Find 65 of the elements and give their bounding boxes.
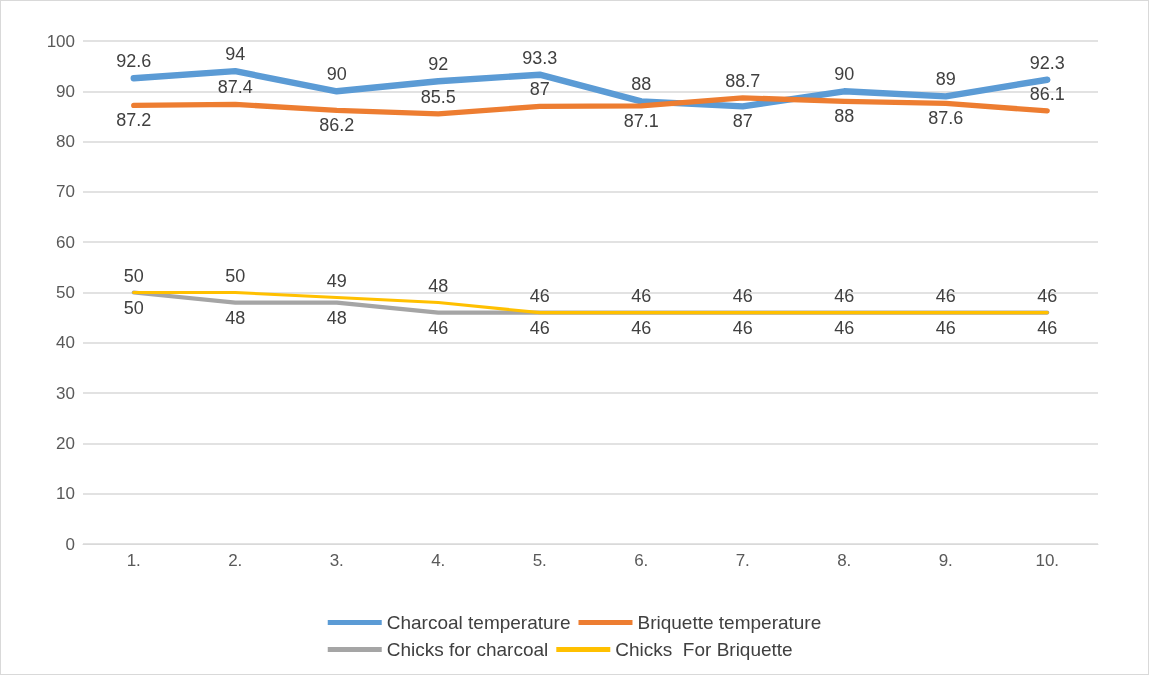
- x-tick-label: 9.: [938, 551, 953, 570]
- data-label: 46: [935, 285, 956, 306]
- data-label: 89: [935, 69, 956, 90]
- data-label: 88: [834, 106, 855, 127]
- data-label: 46: [834, 317, 855, 338]
- data-label: 88.7: [725, 70, 761, 91]
- data-label: 87: [732, 111, 753, 132]
- data-label: 46: [428, 317, 449, 338]
- y-tick-label: 10: [56, 484, 75, 504]
- y-tick-label: 40: [56, 333, 75, 353]
- legend-label: Chicks For Briquette: [615, 639, 793, 660]
- data-label: 87.1: [623, 110, 659, 131]
- x-tick-label: 6.: [634, 551, 649, 570]
- x-tick-label: 4.: [431, 551, 446, 570]
- data-label: 50: [123, 297, 144, 318]
- data-label: 46: [529, 285, 550, 306]
- data-label: 94: [225, 44, 246, 65]
- y-tick-label: 50: [56, 283, 75, 302]
- y-tick-label: 20: [56, 433, 75, 453]
- data-label: 87.6: [928, 108, 964, 129]
- data-label: 87.2: [116, 110, 152, 131]
- x-tick-label: 1.: [126, 551, 141, 570]
- data-label: 46: [631, 317, 652, 338]
- data-label: 92.6: [116, 51, 152, 72]
- data-label: 46: [1037, 285, 1058, 306]
- x-tick-label: 8.: [837, 551, 852, 570]
- x-tick-label: 2.: [228, 551, 243, 570]
- y-tick-label: 0: [65, 534, 75, 554]
- data-label: 46: [732, 317, 753, 338]
- data-label: 46: [732, 285, 753, 306]
- y-tick-label: 70: [56, 182, 75, 202]
- x-tick-label: 10.: [1035, 551, 1060, 570]
- legend-label: Briquette temperature: [637, 612, 822, 633]
- legend-label: Charcoal temperature: [386, 612, 571, 633]
- x-tick-label: 3.: [329, 551, 344, 570]
- data-label: 92.3: [1029, 52, 1065, 73]
- data-label: 85.5: [420, 86, 456, 107]
- data-label: 46: [935, 317, 956, 338]
- data-label: 46: [529, 317, 550, 338]
- y-tick-label: 80: [56, 132, 75, 152]
- data-label: 93.3: [522, 47, 558, 68]
- x-tick-label: 5.: [532, 551, 547, 570]
- data-label: 48: [428, 275, 449, 296]
- y-tick-label: 30: [56, 383, 75, 403]
- x-tick-label: 7.: [735, 551, 750, 570]
- data-label: 92: [428, 54, 449, 75]
- data-label: 86.1: [1029, 83, 1065, 104]
- y-tick-label: 60: [56, 232, 75, 252]
- y-tick-label: 100: [46, 31, 75, 51]
- data-label: 48: [225, 307, 246, 328]
- data-label: 46: [834, 285, 855, 306]
- legend-label: Chicks for charcoal: [386, 639, 549, 660]
- data-label: 90: [326, 64, 347, 85]
- data-label: 46: [631, 285, 652, 306]
- y-tick-label: 90: [56, 81, 75, 101]
- data-label: 46: [1037, 317, 1058, 338]
- data-label: 49: [326, 270, 347, 291]
- data-label: 86.2: [319, 115, 355, 136]
- data-label: 50: [225, 265, 246, 286]
- data-label: 87: [529, 79, 550, 100]
- data-label: 88: [631, 74, 652, 95]
- data-label: 48: [326, 307, 347, 328]
- data-label: 50: [123, 265, 144, 286]
- data-label: 87.4: [217, 77, 253, 98]
- data-label: 90: [834, 64, 855, 85]
